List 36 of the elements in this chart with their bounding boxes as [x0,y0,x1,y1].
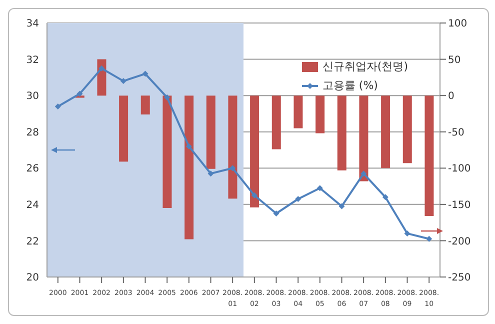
point [208,170,214,177]
point [142,70,148,77]
y-tick-label: 30 [26,91,39,102]
point [426,236,432,242]
point [251,192,258,198]
point [295,196,302,202]
point [164,94,170,100]
y2-tick-label: -100 [448,164,471,175]
point [230,165,236,172]
y-tick-label: 34 [26,18,39,30]
point [54,103,61,110]
y-tick-label: 28 [26,127,39,138]
legend-label: 고용률 (%) [322,78,378,93]
point [360,170,367,177]
y-tick-label: 20 [26,272,39,284]
y-tick-label: 24 [26,200,39,211]
legend-label: 신규취업자(천명) [322,59,408,74]
y2-tick-label: -200 [448,236,471,248]
point [120,78,126,84]
point [316,185,323,192]
y2-tick-label: 50 [448,54,461,66]
y2-tick-label: -50 [448,127,464,138]
point [382,194,388,200]
point [76,90,83,97]
point [273,210,280,216]
point [98,65,105,72]
y2-tick-label: -250 [448,272,471,284]
point [338,203,345,210]
y-tick-label: 22 [26,236,39,248]
y-tick-label: 32 [26,54,39,66]
y2-tick-label: -150 [448,200,471,211]
y2-tick-label: 0 [448,91,454,102]
point [404,230,410,236]
y-tick-label: 26 [26,164,39,175]
y2-tick-label: 100 [448,18,468,30]
point [186,143,192,150]
